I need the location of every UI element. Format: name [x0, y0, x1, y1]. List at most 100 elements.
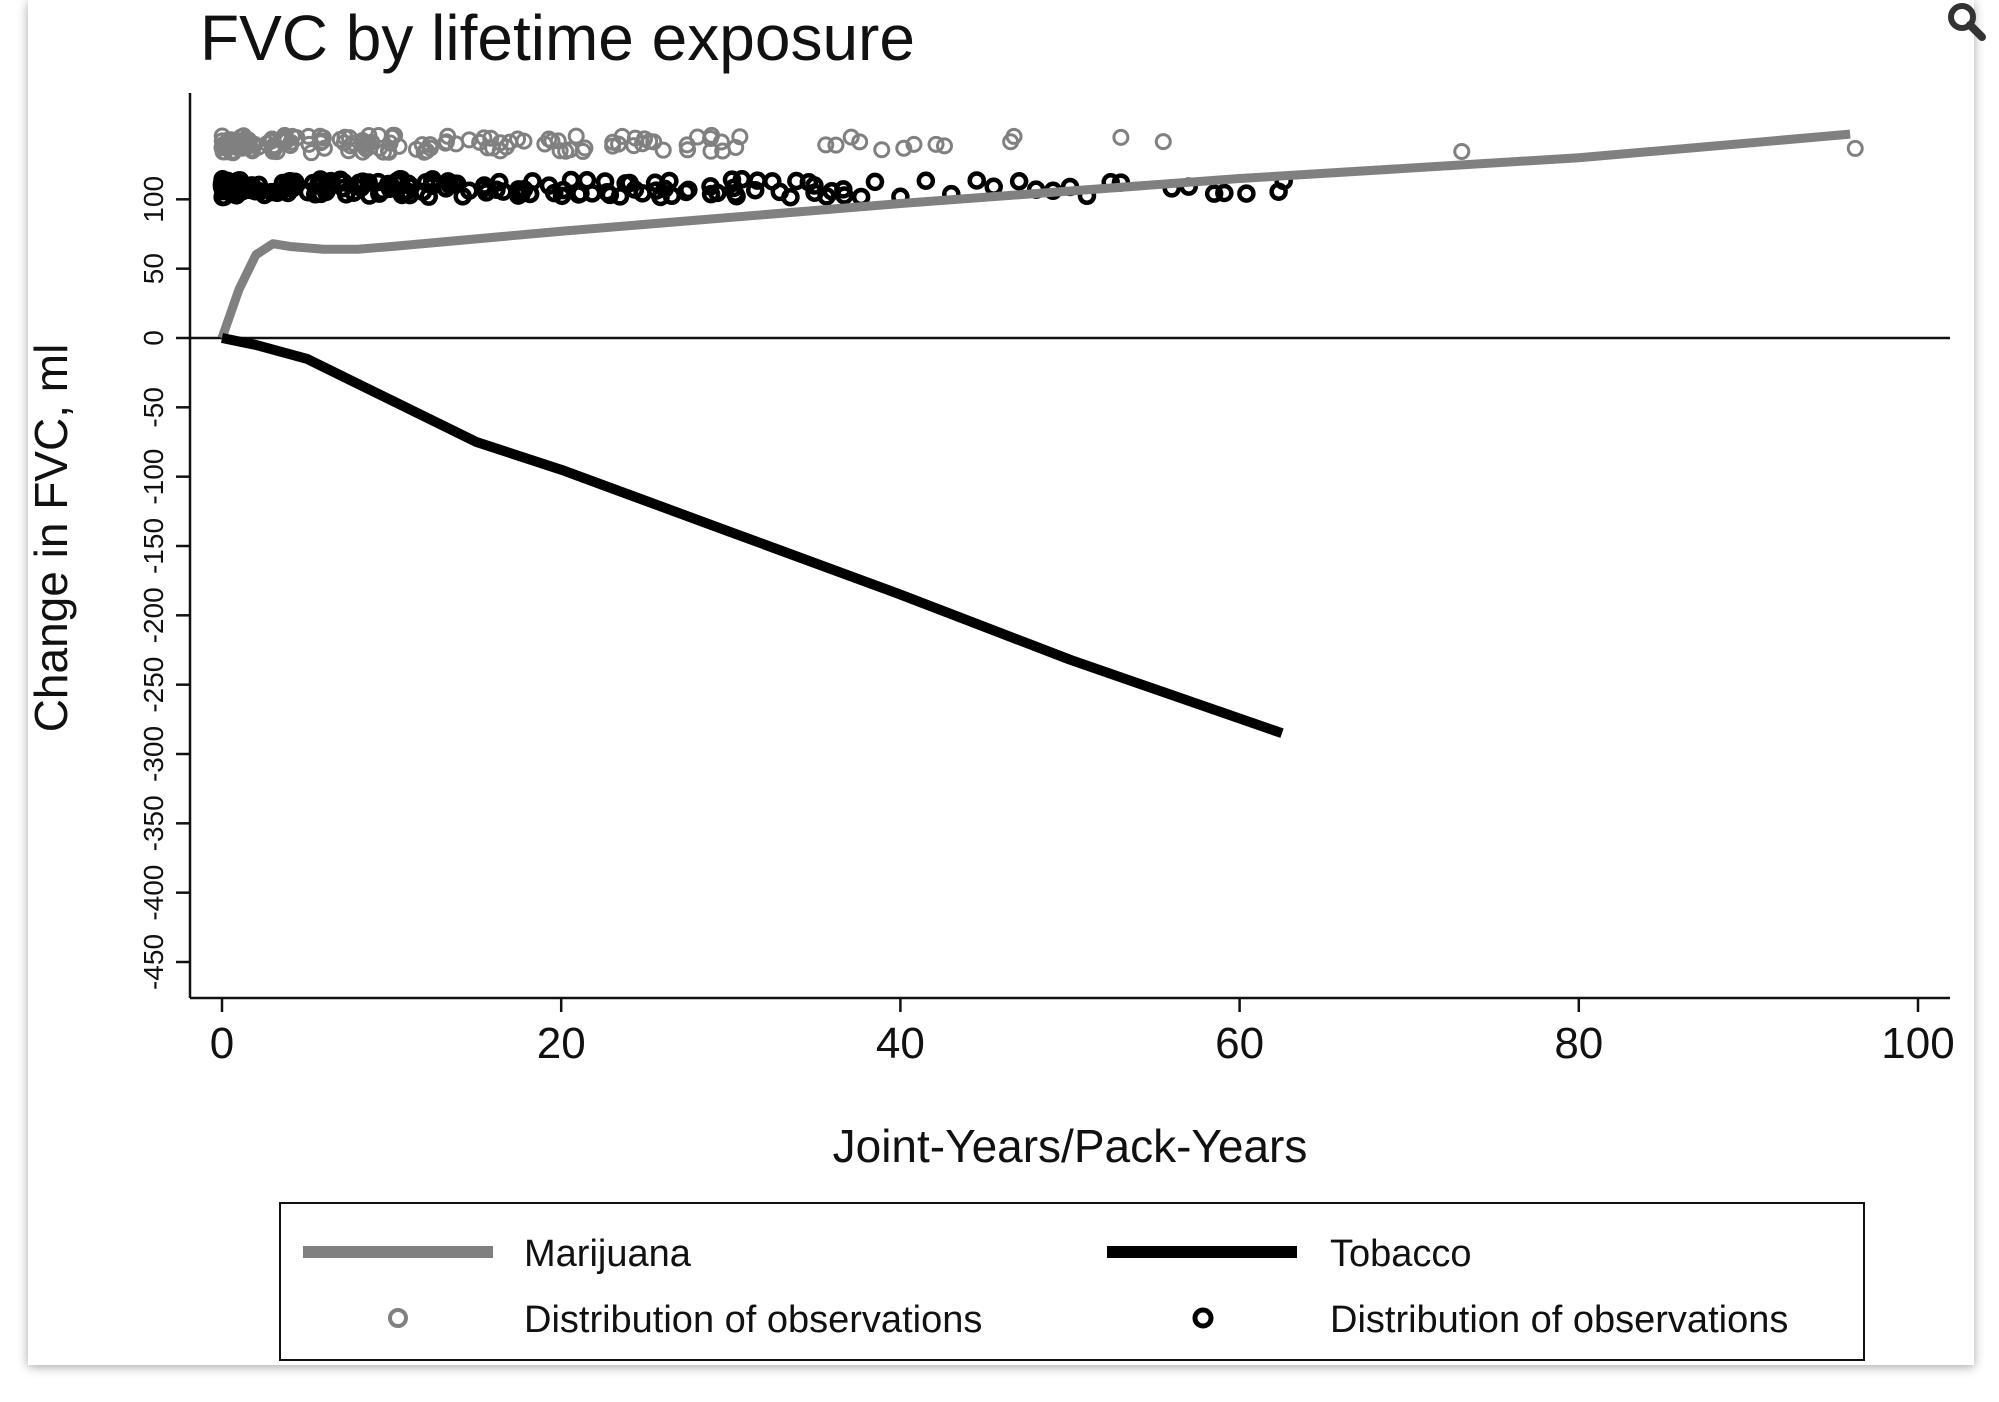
- observation-marker: [633, 135, 651, 153]
- observation-marker: [895, 139, 913, 157]
- observation-marker: [288, 129, 306, 147]
- observation-marker: [865, 172, 885, 192]
- legend-marijuana-label: Marijuana: [524, 1233, 692, 1275]
- y-axis-label: Change in FVC, ml: [25, 344, 77, 733]
- observation-marker: [577, 171, 597, 190]
- y-tick-label: -300: [138, 726, 169, 782]
- observation-marker: [827, 136, 845, 154]
- x-tick-label: 40: [876, 1019, 925, 1068]
- y-tick-label: -250: [138, 657, 169, 713]
- observation-marker: [1237, 184, 1256, 203]
- observation-marker: [374, 143, 392, 161]
- observation-marker: [679, 180, 698, 200]
- y-tick-label: -50: [138, 387, 169, 427]
- y-tick-label: -400: [138, 865, 169, 921]
- observation-marker: [342, 137, 360, 155]
- observation-marker: [539, 176, 559, 195]
- y-tick-label: 0: [138, 330, 169, 346]
- y-tick-label: 100: [138, 176, 169, 223]
- observation-marker: [460, 181, 479, 200]
- observation-marker: [763, 172, 782, 191]
- observation-marker: [380, 143, 398, 161]
- observation-marker: [1204, 184, 1224, 203]
- observation-marker: [235, 137, 253, 155]
- observation-marker: [460, 131, 478, 149]
- observation-marker: [509, 130, 527, 148]
- legend-tobacco-observations-marker: [1192, 1307, 1214, 1329]
- axis-ticks: 0 20 40 60 80 100 100 50 0 -50 -100 -150 -200 -250 -30…: [138, 176, 1955, 1068]
- observation-marker: [574, 142, 592, 160]
- observation-marker: [484, 139, 502, 157]
- observation-marker: [278, 183, 298, 203]
- observation-marker: [213, 181, 233, 201]
- axes: [188, 93, 1950, 1000]
- observation-marker: [278, 175, 297, 194]
- observation-marker: [595, 172, 615, 191]
- legend-tobacco-label: Tobacco: [1330, 1233, 1472, 1275]
- observation-marker: [438, 172, 458, 191]
- observation-marker: [349, 173, 369, 193]
- observation-markers: [212, 126, 1864, 207]
- y-tick-label: -200: [138, 587, 169, 643]
- observation-marker: [873, 141, 891, 159]
- observation-marker: [916, 171, 936, 190]
- observation-marker: [967, 171, 986, 190]
- observation-marker: [263, 132, 281, 150]
- observation-marker: [703, 126, 721, 144]
- observation-marker: [370, 184, 389, 203]
- observation-marker: [748, 171, 767, 190]
- observation-marker: [905, 135, 923, 153]
- observation-marker: [359, 173, 378, 192]
- observation-marker: [569, 185, 588, 204]
- observation-marker: [633, 184, 652, 203]
- observation-marker: [238, 180, 258, 200]
- observation-marker: [551, 142, 569, 160]
- observation-marker: [745, 180, 765, 200]
- observation-marker: [523, 172, 542, 191]
- x-tick-label: 100: [1881, 1019, 1954, 1068]
- observation-marker: [935, 137, 953, 155]
- legend: Marijuana Tobacco Distribution of observ…: [279, 1202, 1865, 1361]
- observation-marker: [1009, 172, 1029, 191]
- x-tick-label: 60: [1215, 1019, 1264, 1068]
- observation-marker: [330, 172, 349, 191]
- y-tick-label: -450: [138, 934, 169, 990]
- observation-marker: [805, 176, 824, 195]
- observation-marker: [597, 183, 617, 202]
- y-tick-label: -100: [138, 449, 169, 505]
- observation-marker: [1154, 133, 1172, 151]
- x-tick-label: 20: [537, 1019, 586, 1068]
- observation-marker: [616, 174, 635, 193]
- legend-box: [279, 1202, 1865, 1361]
- search-icon[interactable]: [1948, 3, 1986, 41]
- observation-marker: [851, 133, 869, 151]
- observation-marker: [1112, 128, 1130, 146]
- observation-marker: [984, 177, 1003, 197]
- observation-marker: [679, 141, 697, 159]
- y-tick-label: -350: [138, 795, 169, 851]
- observation-marker: [490, 172, 509, 192]
- observation-marker: [418, 142, 436, 160]
- series-lines: [217, 129, 1851, 738]
- x-axis-label: Joint-Years/Pack-Years: [833, 1120, 1308, 1172]
- observation-marker: [927, 135, 945, 153]
- observation-marker: [315, 139, 333, 157]
- marijuana-line: [217, 129, 1851, 340]
- observation-marker: [654, 141, 672, 159]
- observation-marker: [390, 170, 410, 189]
- observation-marker: [1453, 142, 1471, 160]
- observation-marker: [303, 173, 323, 193]
- observation-marker: [1846, 139, 1864, 157]
- observation-marker: [383, 128, 401, 146]
- observation-marker: [255, 185, 274, 205]
- observation-marker: [1215, 183, 1234, 203]
- observation-marker: [701, 177, 720, 196]
- x-tick-label: 0: [210, 1019, 234, 1068]
- observation-marker: [817, 136, 835, 154]
- observation-marker: [407, 140, 425, 158]
- observation-marker: [842, 128, 860, 146]
- observation-marker: [316, 182, 336, 202]
- observation-marker: [731, 128, 749, 146]
